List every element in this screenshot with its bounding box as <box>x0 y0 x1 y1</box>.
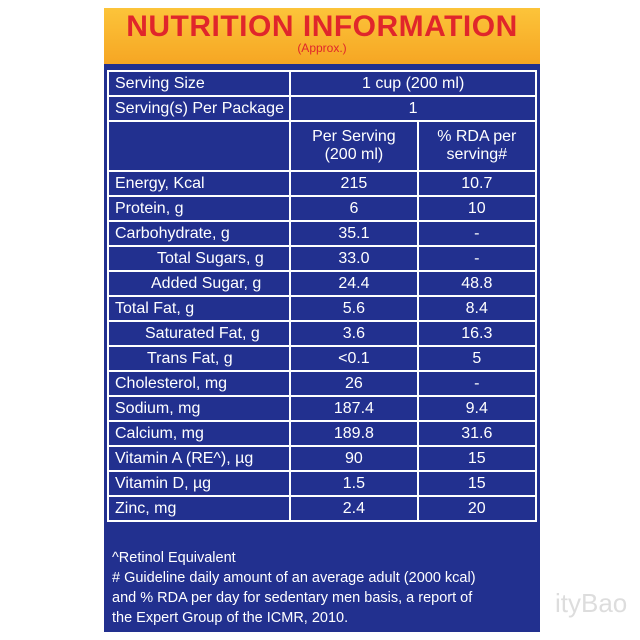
row-label: Serving Size <box>106 70 292 97</box>
rda: 5 <box>416 345 538 372</box>
nutrient-row: Carbohydrate, g 35.1- <box>106 220 538 247</box>
rda: 9.4 <box>416 395 538 422</box>
nutrient-name: Saturated Fat, g <box>106 320 292 347</box>
nutrient-name: Calcium, mg <box>106 420 292 447</box>
nutrition-label: NUTRITION INFORMATION (Approx.) Serving … <box>104 8 540 632</box>
nutrient-name: Sodium, mg <box>106 395 292 422</box>
column-header-line: Per Serving <box>312 128 396 145</box>
nutrient-row: Total Fat, g 5.6 8.4 <box>106 295 538 322</box>
rda: - <box>416 370 538 397</box>
per-serving: 215 <box>289 170 419 197</box>
footnote-line: # Guideline daily amount of an average a… <box>112 570 476 586</box>
per-serving: 3.6 <box>289 320 419 347</box>
nutrient-name: Total Fat, g <box>106 295 292 322</box>
row-label: Serving(s) Per Package <box>106 95 292 122</box>
rda: 31.6 <box>416 420 538 447</box>
footnote-line: the Expert Group of the ICMR, 2010. <box>112 610 349 626</box>
nutrient-name: Zinc, mg <box>106 495 292 522</box>
serving-row: Serving Size 1 cup (200 ml) <box>106 70 537 97</box>
nutrient-name: Added Sugar, g <box>106 270 292 297</box>
nutrient-row: Sodium, mg 187.4 9.4 <box>106 395 538 422</box>
per-serving: 90 <box>289 445 419 472</box>
nutrient-row: Vitamin D, µg 1.5 15 <box>106 470 538 497</box>
rda: 15 <box>416 470 538 497</box>
column-header-line: serving# <box>446 146 508 163</box>
per-serving: 187.4 <box>289 395 419 422</box>
column-header-line: % RDA per <box>437 128 517 145</box>
rda: 20 <box>416 495 538 522</box>
nutrition-table: Serving Size 1 cup (200 ml) Serving(s) Per… <box>106 70 538 522</box>
nutrient-row: Saturated Fat, g 3.6 16.3 <box>106 320 538 347</box>
nutrient-row: Trans Fat, g <0.1 5 <box>106 345 538 372</box>
row-value: 1 cup (200 ml) <box>289 70 537 97</box>
nutrient-row: Zinc, mg 2.4 20 <box>106 495 538 522</box>
per-serving: 189.8 <box>289 420 419 447</box>
nutrient-row: Cholesterol, mg 26- <box>106 370 538 397</box>
rda: - <box>416 245 538 272</box>
per-serving: 1.5 <box>289 470 419 497</box>
per-serving: 33.0 <box>289 245 419 272</box>
footnote-line: and % RDA per day for sedentary men basi… <box>112 590 473 606</box>
nutrient-name: Protein, g <box>106 195 292 222</box>
rda: - <box>416 220 538 247</box>
per-serving: 26 <box>289 370 419 397</box>
per-serving: 5.6 <box>289 295 419 322</box>
nutrient-name: Energy, Kcal <box>106 170 292 197</box>
nutrient-row: Protein, g 6 10 <box>106 195 538 222</box>
nutrient-row: Total Sugars, g 33.0- <box>106 245 538 272</box>
serving-row: Serving(s) Per Package 1 <box>106 95 537 122</box>
nutrient-name: Vitamin D, µg <box>106 470 292 497</box>
per-serving: 24.4 <box>289 270 419 297</box>
nutrient-name: Vitamin A (RE^), µg <box>106 445 292 472</box>
footnote-line: ^Retinol Equivalent <box>112 550 236 566</box>
title: NUTRITION INFORMATION <box>126 10 518 43</box>
nutrient-name: Carbohydrate, g <box>106 220 292 247</box>
subtitle: (Approx.) <box>297 41 347 55</box>
column-header: Per Serving (200 ml) <box>289 120 419 172</box>
nutrient-row: Energy, Kcal 215 10.7 <box>106 170 538 197</box>
per-serving: 2.4 <box>289 495 419 522</box>
rda: 16.3 <box>416 320 538 347</box>
column-header: % RDA per serving# <box>416 120 538 172</box>
rda: 15 <box>416 445 538 472</box>
rda: 10 <box>416 195 538 222</box>
footnotes: ^Retinol Equivalent # Guideline daily amo… <box>112 548 476 628</box>
per-serving: <0.1 <box>289 345 419 372</box>
nutrient-row: Added Sugar, g 24.4 48.8 <box>106 270 538 297</box>
rda: 48.8 <box>416 270 538 297</box>
rda: 10.7 <box>416 170 538 197</box>
nutrient-row: Calcium, mg 189.8 31.6 <box>106 420 538 447</box>
nutrient-name: Trans Fat, g <box>106 345 292 372</box>
nutrient-row: Vitamin A (RE^), µg 90 15 <box>106 445 538 472</box>
nutrient-name: Total Sugars, g <box>106 245 292 272</box>
column-header-row: Per Serving (200 ml)% RDA per serving# <box>106 120 538 172</box>
nutrient-name: Cholesterol, mg <box>106 370 292 397</box>
empty-cell <box>106 120 292 172</box>
rda: 8.4 <box>416 295 538 322</box>
per-serving: 6 <box>289 195 419 222</box>
watermark: ityBao <box>555 588 628 618</box>
column-header-line: (200 ml) <box>324 146 384 163</box>
header: NUTRITION INFORMATION (Approx.) <box>104 8 540 64</box>
per-serving: 35.1 <box>289 220 419 247</box>
row-value: 1 <box>289 95 537 122</box>
